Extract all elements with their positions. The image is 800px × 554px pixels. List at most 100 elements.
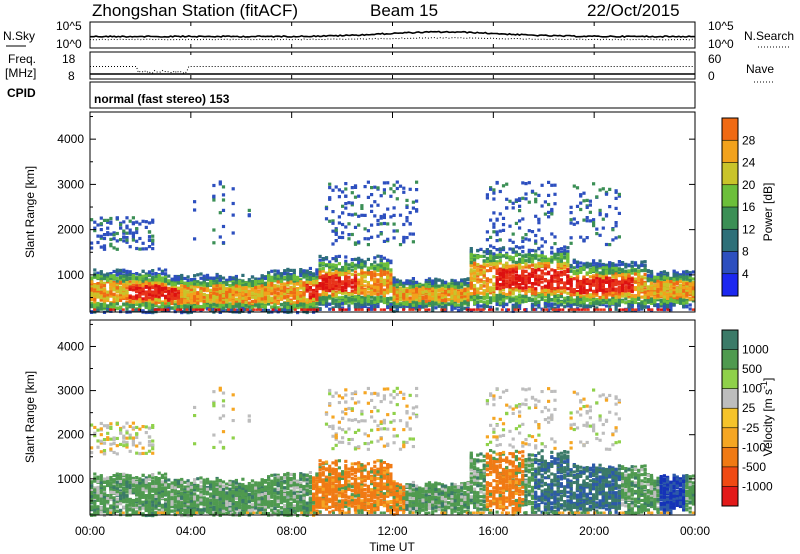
power-cell: [189, 305, 193, 309]
power-cell: [254, 303, 258, 307]
power-cell: [360, 289, 364, 293]
power-cell: [466, 306, 470, 310]
power-cell: [151, 306, 155, 310]
power-cell: [157, 278, 161, 282]
power-cell: [463, 281, 467, 285]
power-cell: [431, 281, 435, 286]
power-cell: [508, 199, 512, 203]
power-cell: [495, 287, 499, 291]
power-cell: [398, 279, 403, 283]
power-cell: [379, 291, 383, 295]
power-cell: [337, 290, 341, 294]
power-cell: [379, 295, 383, 299]
power-cell: [559, 281, 563, 285]
power-cell: [553, 183, 557, 187]
power-cell: [524, 255, 528, 259]
power-cell: [431, 279, 435, 283]
power-cell: [244, 298, 248, 302]
power-cell: [524, 233, 528, 237]
power-cell: [473, 298, 477, 302]
power-cell: [106, 226, 110, 230]
power-cell: [321, 284, 325, 288]
power-cell: [456, 283, 461, 288]
power-cell: [550, 207, 554, 212]
power-cell: [366, 290, 370, 294]
power-cell: [283, 295, 287, 299]
power-cell: [318, 293, 322, 297]
power-cell: [492, 290, 496, 294]
power-cell: [212, 198, 216, 202]
power-cell: [299, 294, 303, 298]
power-cell: [234, 304, 238, 308]
power-cell: [247, 278, 251, 282]
power-cell: [431, 303, 435, 307]
power-cell: [444, 301, 448, 305]
power-cell: [173, 288, 177, 292]
power-cell: [315, 270, 319, 274]
power-cell: [283, 275, 287, 280]
power-cell: [476, 249, 480, 253]
power-cell: [543, 272, 547, 276]
power-cell: [444, 295, 448, 299]
power-cell: [466, 291, 470, 295]
freq-unit-label: [MHz]: [5, 66, 36, 80]
power-cell: [151, 220, 155, 224]
power-cell: [112, 298, 116, 302]
power-cell: [402, 284, 406, 288]
power-cell: [305, 288, 309, 292]
power-cell: [463, 306, 467, 310]
power-cell: [386, 297, 390, 301]
power-cell: [318, 254, 322, 258]
power-cell: [176, 296, 181, 300]
power-cell: [167, 291, 171, 296]
power-cell: [318, 298, 322, 302]
power-cell: [151, 278, 155, 282]
freq-label: Freq.: [8, 52, 36, 66]
power-cell: [305, 272, 309, 276]
power-cell: [209, 281, 213, 285]
power-cell: [202, 287, 206, 291]
power-cell: [489, 244, 493, 248]
power-cell: [289, 294, 293, 298]
power-cell: [373, 270, 377, 274]
power-cell: [331, 219, 335, 223]
power-cell: [402, 235, 406, 239]
power-cell: [147, 230, 152, 234]
power-cell: [247, 285, 251, 289]
power-cell: [463, 295, 467, 299]
power-cell: [495, 267, 499, 272]
power-cell: [318, 272, 322, 276]
power-cell: [344, 194, 348, 198]
power-cell: [495, 285, 499, 289]
power-cell: [440, 305, 444, 309]
power-cell: [498, 282, 502, 287]
power-cell: [353, 212, 358, 216]
power-cell: [392, 301, 396, 305]
power-cell: [93, 220, 97, 224]
power-cell: [315, 287, 319, 291]
power-cell: [498, 271, 502, 275]
power-cell: [279, 308, 284, 312]
power-cell: [299, 291, 303, 295]
power-cell: [231, 187, 235, 191]
power-cell: [405, 236, 409, 240]
power-cell: [521, 196, 525, 200]
power-cell: [402, 302, 406, 306]
power-cell: [302, 274, 306, 278]
power-cell: [479, 304, 483, 308]
power-cell: [318, 267, 322, 271]
power-cell: [360, 279, 364, 283]
power-cell: [495, 230, 499, 234]
power-cell: [273, 269, 277, 273]
power-cell: [537, 193, 541, 197]
power-cell: [289, 288, 293, 292]
power-cell: [193, 284, 197, 288]
power-cell: [350, 262, 354, 266]
power-cell: [357, 263, 361, 267]
power-cell: [218, 278, 222, 282]
power-cell: [347, 284, 351, 288]
power-cell: [160, 272, 164, 276]
power-cell: [144, 274, 148, 278]
power-cell: [518, 295, 522, 299]
power-cell: [466, 300, 470, 304]
